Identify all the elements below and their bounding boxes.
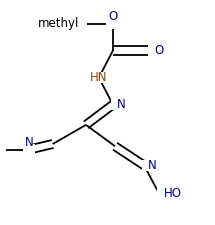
Bar	[143, 160, 154, 171]
Text: N: N	[25, 135, 33, 148]
Bar	[111, 99, 123, 110]
Text: HN: HN	[90, 71, 108, 84]
Text: HO: HO	[164, 187, 182, 200]
Text: N: N	[148, 159, 157, 172]
Bar	[148, 45, 161, 56]
Text: methyl: methyl	[38, 17, 80, 30]
Text: O: O	[154, 44, 163, 57]
Text: O: O	[108, 9, 118, 22]
Bar	[106, 18, 119, 29]
Bar	[91, 72, 107, 83]
Text: N: N	[117, 98, 126, 111]
Bar	[23, 144, 35, 155]
Text: HO: HO	[0, 143, 1, 156]
Bar	[66, 18, 87, 29]
Bar	[0, 144, 6, 155]
Bar	[157, 188, 174, 199]
